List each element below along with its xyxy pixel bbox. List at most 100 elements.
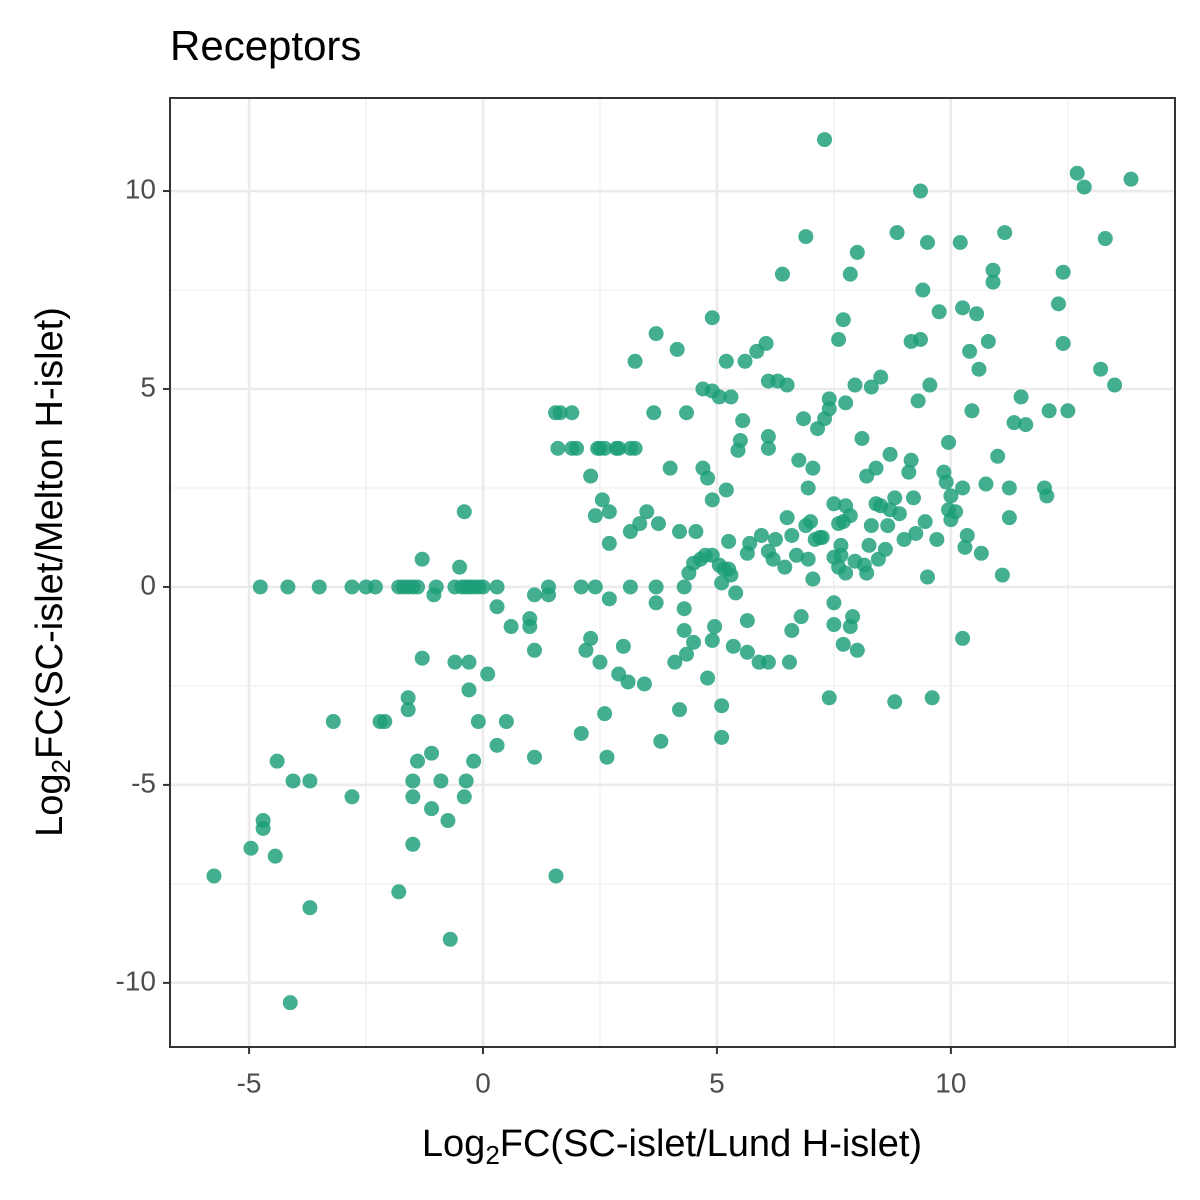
point (739, 644, 755, 660)
point (714, 729, 730, 745)
point (442, 931, 458, 947)
x-tick-label: 5 (709, 1067, 725, 1098)
point (367, 579, 383, 595)
point (597, 440, 613, 456)
point (994, 567, 1010, 583)
point (714, 698, 730, 714)
point (679, 405, 695, 421)
point (1123, 171, 1139, 187)
point (1001, 510, 1017, 526)
point (803, 514, 819, 530)
point (784, 623, 800, 639)
point (282, 995, 298, 1011)
point (601, 535, 617, 551)
point (1060, 403, 1076, 419)
point (821, 690, 837, 706)
point (915, 282, 931, 298)
point (667, 654, 683, 670)
point (978, 476, 994, 492)
point (941, 434, 957, 450)
point (548, 868, 564, 884)
point (1013, 389, 1029, 405)
point (732, 432, 748, 448)
point (779, 377, 795, 393)
point (672, 702, 688, 718)
point (1055, 335, 1071, 351)
point (648, 595, 664, 611)
point (845, 609, 861, 625)
point (826, 617, 842, 633)
point (676, 579, 692, 595)
point (632, 516, 648, 532)
point (526, 749, 542, 765)
point (615, 638, 631, 654)
point (302, 773, 318, 789)
point (742, 535, 758, 551)
y-tick-label: -10 (116, 965, 156, 996)
point (489, 599, 505, 615)
point (831, 332, 847, 348)
point (863, 379, 879, 395)
point (433, 773, 449, 789)
point (252, 579, 268, 595)
y-tick-label: 5 (140, 371, 156, 402)
point (456, 789, 472, 805)
point (377, 714, 393, 730)
point (662, 460, 678, 476)
point (723, 567, 739, 583)
point (1055, 264, 1071, 280)
point (391, 884, 407, 900)
point (400, 702, 416, 718)
point (887, 490, 903, 506)
point (765, 551, 781, 567)
point (280, 579, 296, 595)
point (760, 654, 776, 670)
point (676, 601, 692, 617)
point (1093, 361, 1109, 377)
y-axis-title-part: FC(SC-islet/Melton H-islet) (29, 307, 71, 759)
point (948, 504, 964, 520)
point (877, 541, 893, 557)
point (573, 725, 589, 741)
point (980, 333, 996, 349)
point (863, 518, 879, 534)
point (578, 642, 594, 658)
x-tick-label: 0 (475, 1067, 491, 1098)
point (868, 460, 884, 476)
point (648, 326, 664, 342)
point (962, 343, 978, 359)
point (969, 306, 985, 322)
point (718, 482, 734, 498)
point (723, 389, 739, 405)
point (597, 706, 613, 722)
point (489, 737, 505, 753)
point (648, 579, 664, 595)
point (1001, 480, 1017, 496)
point (791, 452, 807, 468)
point (410, 753, 426, 769)
y-tick-label: 0 (140, 569, 156, 600)
point (594, 492, 610, 508)
point (587, 579, 603, 595)
y-axis-title-sub: 2 (46, 759, 76, 773)
point (344, 789, 360, 805)
point (833, 537, 849, 553)
point (587, 508, 603, 524)
point (901, 464, 917, 480)
point (650, 516, 666, 532)
point (672, 524, 688, 540)
point (669, 341, 685, 357)
point (842, 508, 858, 524)
point (452, 559, 468, 575)
y-tick-label: 10 (125, 173, 156, 204)
y-tick-label: -5 (131, 767, 156, 798)
point (325, 714, 341, 730)
point (498, 714, 514, 730)
point (735, 413, 751, 429)
point (686, 634, 702, 650)
x-axis-title-part: Log (422, 1123, 485, 1165)
point (592, 654, 608, 670)
point (952, 235, 968, 251)
point (919, 569, 935, 585)
point (924, 690, 940, 706)
